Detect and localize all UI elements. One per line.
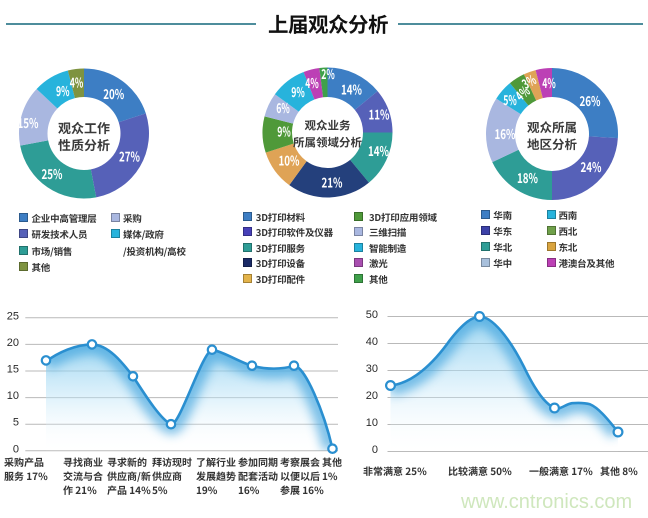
svg-text:50: 50: [366, 309, 378, 321]
svg-text:15: 15: [7, 364, 19, 376]
svg-text:观众所属: 观众所属: [527, 117, 577, 136]
svg-text:16%: 16%: [495, 123, 516, 143]
svg-text:4%: 4%: [542, 72, 556, 92]
svg-text:0: 0: [13, 443, 19, 455]
svg-text:15%: 15%: [18, 112, 39, 132]
svg-text:25: 25: [7, 310, 19, 322]
svg-text:30: 30: [366, 363, 378, 375]
svg-text:4%: 4%: [305, 72, 319, 92]
svg-text:9%: 9%: [56, 80, 70, 100]
svg-text:10%: 10%: [279, 150, 300, 170]
svg-text:观众业务: 观众业务: [305, 118, 351, 134]
svg-text:24%: 24%: [581, 156, 602, 176]
svg-text:20: 20: [7, 337, 19, 349]
svg-text:观众工作: 观众工作: [58, 118, 110, 137]
svg-text:10: 10: [7, 390, 19, 402]
svg-text:10: 10: [366, 417, 378, 429]
svg-text:9%: 9%: [291, 81, 305, 101]
svg-text:地区分析: 地区分析: [527, 134, 578, 153]
svg-text:2%: 2%: [321, 63, 335, 83]
svg-text:0: 0: [372, 444, 378, 456]
svg-text:27%: 27%: [119, 146, 140, 166]
svg-text:21%: 21%: [322, 172, 343, 192]
svg-text:14%: 14%: [341, 79, 362, 99]
svg-text:4%: 4%: [70, 71, 84, 91]
svg-text:25%: 25%: [42, 163, 63, 183]
svg-text:5%: 5%: [503, 89, 517, 109]
svg-text:26%: 26%: [580, 90, 601, 110]
svg-text:18%: 18%: [517, 167, 538, 187]
svg-text:20%: 20%: [103, 83, 124, 103]
svg-text:20: 20: [366, 390, 378, 402]
svg-text:14%: 14%: [368, 140, 389, 160]
svg-text:6%: 6%: [276, 97, 290, 117]
svg-text:性质分析: 性质分析: [58, 135, 110, 154]
svg-text:5: 5: [13, 417, 19, 429]
svg-text:所属领域分析: 所属领域分析: [293, 135, 362, 151]
svg-text:40: 40: [366, 336, 378, 348]
svg-text:11%: 11%: [369, 104, 390, 124]
svg-text:9%: 9%: [277, 121, 291, 141]
